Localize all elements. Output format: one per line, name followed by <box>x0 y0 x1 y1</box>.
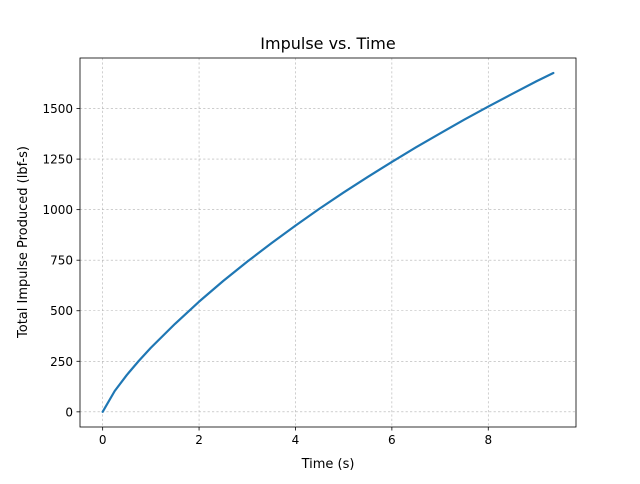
x-tick-label: 6 <box>388 433 396 447</box>
y-tick-label: 250 <box>50 355 73 369</box>
x-tick-label: 2 <box>195 433 203 447</box>
y-tick-label: 1500 <box>42 102 73 116</box>
x-axis-ticks: 0 2 4 6 8 <box>99 427 492 447</box>
x-tick-label: 8 <box>484 433 492 447</box>
axes-frame <box>79 57 577 428</box>
chart-title: Impulse vs. Time <box>260 34 395 53</box>
grid <box>80 58 576 427</box>
y-tick-label: 1000 <box>42 203 73 217</box>
y-tick-label: 0 <box>65 405 73 419</box>
x-tick-label: 0 <box>99 433 107 447</box>
series-line <box>101 71 555 413</box>
x-tick-label: 4 <box>292 433 300 447</box>
y-tick-label: 750 <box>50 254 73 268</box>
series-layer <box>101 71 555 413</box>
y-tick-label: 500 <box>50 304 73 318</box>
x-axis-label: Time (s) <box>301 457 355 472</box>
y-axis-ticks: 0 250 500 750 1000 1250 1500 <box>42 102 80 419</box>
y-axis-label: Total Impulse Produced (lbf-s) <box>16 146 31 339</box>
y-tick-label: 1250 <box>42 153 73 167</box>
plot-area <box>80 58 576 427</box>
